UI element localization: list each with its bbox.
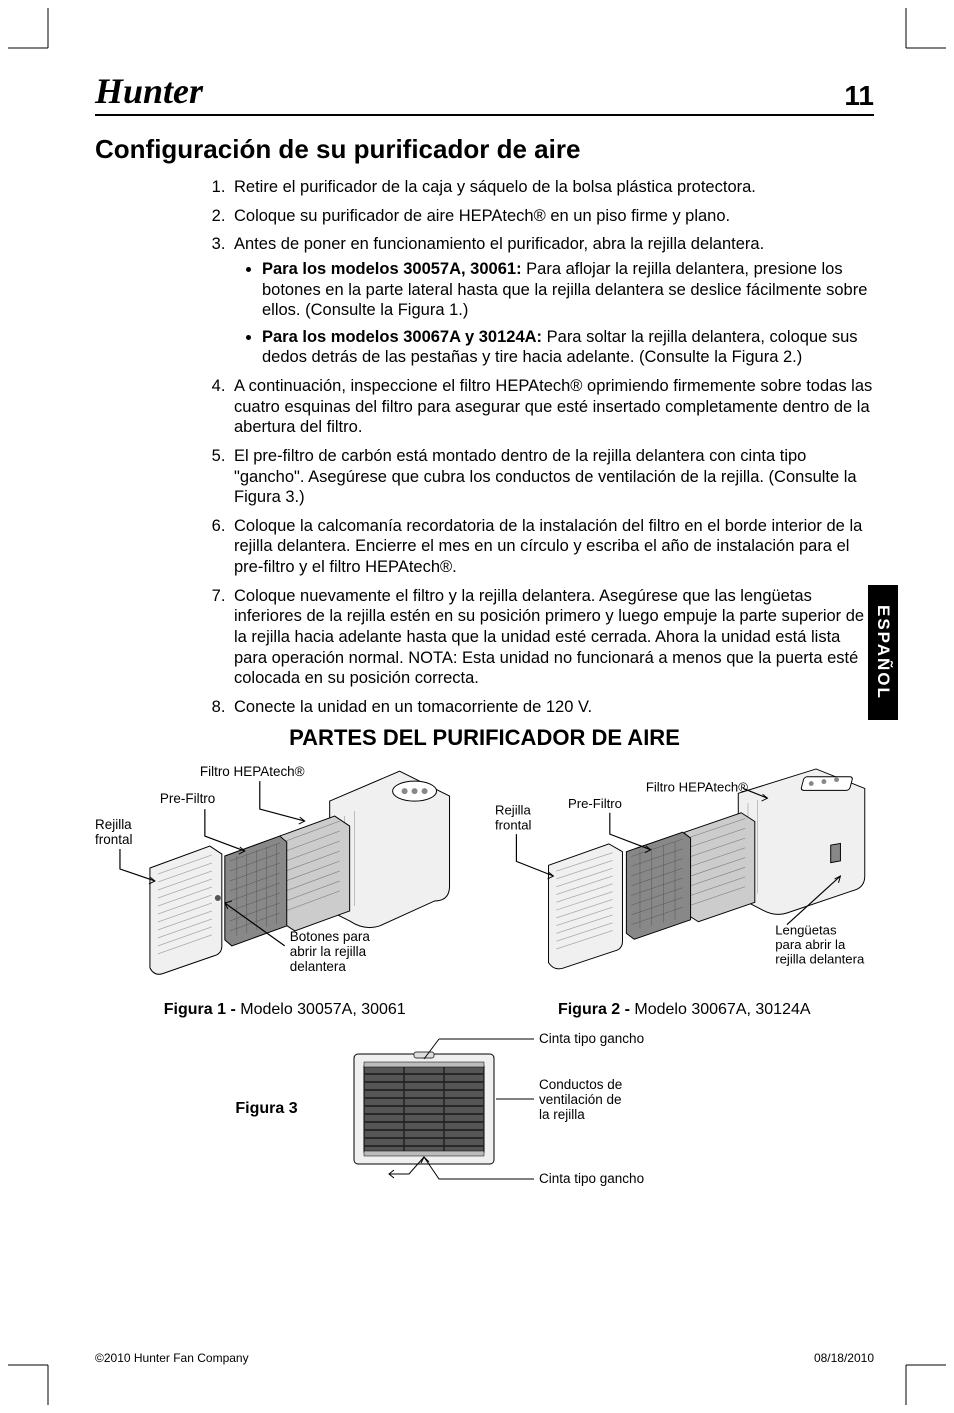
list-item: Para los modelos 30067A y 30124A: Para s… xyxy=(262,327,874,368)
fig1-label-hepatech: Filtro HEPAtech® xyxy=(200,765,305,780)
footer-left: ©2010 Hunter Fan Company xyxy=(95,1351,249,1365)
fig2-label-rejilla: Rejillafrontal xyxy=(495,803,532,833)
page-number: 11 xyxy=(844,80,874,112)
fig2-label-prefiltro: Pre-Filtro xyxy=(567,796,621,811)
instructions-list: Retire el purificador de la caja y sáque… xyxy=(95,177,874,717)
figure-1-svg: Filtro HEPAtech® Pre-Filtro Rejillafront… xyxy=(95,761,475,991)
fig3-label-cinta-top: Cinta tipo gancho xyxy=(539,1031,644,1046)
fig1-label-prefiltro: Pre-Filtro xyxy=(160,791,215,806)
figure-1-caption: Figura 1 - Modelo 30057A, 30061 xyxy=(95,1001,475,1019)
figures-row: Filtro HEPAtech® Pre-Filtro Rejillafront… xyxy=(95,761,874,1019)
list-item: El pre-filtro de carbón está montado den… xyxy=(230,446,874,508)
fig3-label-conductos: Conductos deventilación dela rejilla xyxy=(539,1077,622,1122)
footer: ©2010 Hunter Fan Company 08/18/2010 xyxy=(95,1351,874,1365)
fig3-label-cinta-bottom: Cinta tipo gancho xyxy=(539,1171,644,1186)
list-item: Coloque su purificador de aire HEPAtech®… xyxy=(230,206,874,227)
list-item: Antes de poner en funcionamiento el puri… xyxy=(230,234,874,368)
figure-3: Figura 3 Cinta tipo gancho xyxy=(95,1029,874,1189)
list-item: Coloque la calcomanía recordatoria de la… xyxy=(230,516,874,578)
list-item-lead: Antes de poner en funcionamiento el puri… xyxy=(234,235,764,253)
list-item: Retire el purificador de la caja y sáque… xyxy=(230,177,874,198)
header: Hunter 11 xyxy=(95,70,874,116)
figure-2: Filtro HEPAtech® Pre-Filtro Rejillafront… xyxy=(495,761,875,1019)
fig2-label-lenguetas: Lengüetaspara abrir larejilla delantera xyxy=(775,923,865,967)
figure-3-svg: Cinta tipo gancho Conductos deventilació… xyxy=(314,1029,734,1189)
brand-logo: Hunter xyxy=(95,70,203,112)
figure-3-caption: Figura 3 xyxy=(235,1100,297,1118)
figure-2-caption: Figura 2 - Modelo 30067A, 30124A xyxy=(495,1001,875,1019)
crop-mark-br xyxy=(896,1355,946,1405)
bullet-bold: Para los modelos 30057A, 30061: xyxy=(262,260,522,278)
figure-1: Filtro HEPAtech® Pre-Filtro Rejillafront… xyxy=(95,761,475,1019)
list-item: Para los modelos 30057A, 30061: Para afl… xyxy=(262,259,874,321)
crop-mark-bl xyxy=(8,1355,58,1405)
footer-right: 08/18/2010 xyxy=(814,1351,874,1365)
fig2-label-hepatech: Filtro HEPAtech® xyxy=(645,780,747,795)
bullet-bold: Para los modelos 30067A y 30124A: xyxy=(262,328,542,346)
figure-2-svg: Filtro HEPAtech® Pre-Filtro Rejillafront… xyxy=(495,761,875,991)
fig1-label-rejilla: Rejillafrontal xyxy=(95,817,132,847)
fig1-label-botones: Botones paraabrir la rejilladelantera xyxy=(290,929,371,974)
page-title: Configuración de su purificador de aire xyxy=(95,134,874,165)
sub-bullets: Para los modelos 30057A, 30061: Para afl… xyxy=(234,259,874,368)
parts-title: PARTES DEL PURIFICADOR DE AIRE xyxy=(95,725,874,751)
list-item: Coloque nuevamente el filtro y la rejill… xyxy=(230,586,874,689)
list-item: A continuación, inspeccione el filtro HE… xyxy=(230,376,874,438)
list-item: Conecte la unidad en un tomacorriente de… xyxy=(230,697,874,718)
